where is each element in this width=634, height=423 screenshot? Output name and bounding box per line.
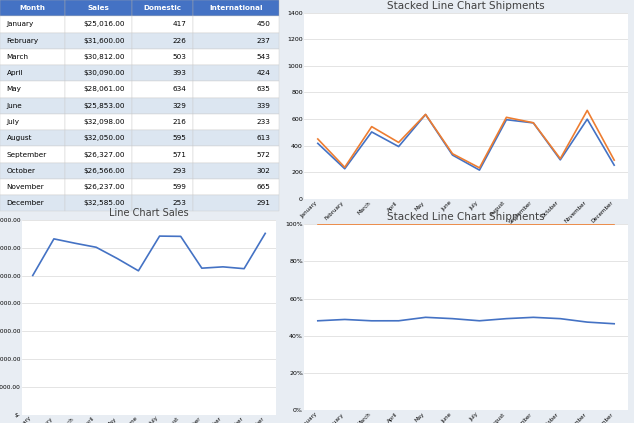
Domestic — [557, 157, 564, 162]
Domestic — [314, 141, 321, 146]
International — [422, 112, 429, 117]
Line: International: International — [318, 110, 614, 168]
International — [529, 120, 537, 125]
International — [583, 222, 591, 227]
International — [583, 108, 591, 113]
International — [341, 165, 349, 170]
Domestic — [449, 316, 456, 321]
Domestic — [395, 144, 403, 149]
International — [503, 115, 510, 120]
Domestic — [314, 318, 321, 323]
Legend: Domestic, International: Domestic, International — [327, 273, 476, 288]
International — [476, 222, 483, 227]
Domestic — [557, 316, 564, 321]
International — [611, 222, 618, 227]
International — [341, 222, 349, 227]
Domestic — [583, 117, 591, 122]
International — [529, 222, 537, 227]
International — [449, 222, 456, 227]
International — [395, 140, 403, 145]
Title: Line Chart Sales: Line Chart Sales — [109, 208, 189, 218]
International — [368, 222, 375, 227]
Domestic — [476, 318, 483, 323]
International — [557, 156, 564, 161]
International — [611, 158, 618, 163]
Domestic — [422, 112, 429, 117]
Domestic — [368, 129, 375, 135]
Domestic — [476, 168, 483, 173]
Domestic — [503, 117, 510, 122]
Domestic — [368, 318, 375, 323]
International — [557, 222, 564, 227]
International — [314, 222, 321, 227]
Domestic — [583, 319, 591, 324]
Domestic — [503, 316, 510, 321]
Domestic — [529, 121, 537, 126]
International — [368, 124, 375, 129]
Title: Stacked Line Chart Shipments: Stacked Line Chart Shipments — [387, 0, 545, 11]
Domestic — [449, 153, 456, 158]
Domestic — [529, 315, 537, 320]
International — [449, 151, 456, 156]
Line: Domestic: Domestic — [318, 115, 614, 170]
International — [314, 137, 321, 142]
International — [395, 222, 403, 227]
Line: Domestic: Domestic — [318, 317, 614, 324]
Domestic — [422, 315, 429, 320]
Domestic — [395, 318, 403, 323]
International — [422, 222, 429, 227]
Domestic — [611, 321, 618, 326]
Domestic — [341, 317, 349, 322]
International — [476, 165, 483, 170]
International — [503, 222, 510, 227]
Domestic — [611, 162, 618, 168]
Title: Stacked Line Chart Shipments: Stacked Line Chart Shipments — [387, 212, 545, 222]
Domestic — [341, 166, 349, 171]
